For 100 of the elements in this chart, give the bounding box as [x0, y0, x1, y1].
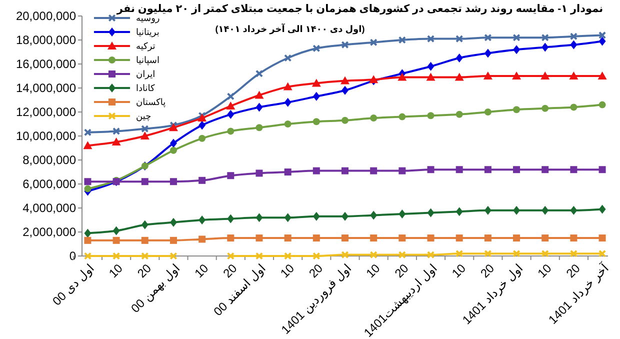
- point: [456, 234, 463, 242]
- point: [198, 216, 206, 224]
- point: [598, 250, 606, 258]
- point: [513, 106, 520, 114]
- y-tick-label: 4,000,000: [22, 201, 76, 216]
- point: [284, 252, 292, 260]
- point: [284, 234, 292, 242]
- point: [398, 234, 406, 242]
- point: [342, 212, 348, 221]
- y-tick-label: 0: [69, 249, 76, 264]
- x-tick-label: 20: [478, 260, 498, 281]
- x-tick-label: 10: [106, 260, 126, 281]
- point: [84, 185, 92, 192]
- point: [598, 32, 606, 39]
- point: [484, 234, 492, 242]
- x-tick-label: 20: [306, 260, 326, 281]
- point: [542, 104, 549, 112]
- point: [512, 72, 522, 80]
- point: [84, 178, 92, 186]
- point: [484, 206, 492, 215]
- point: [256, 102, 263, 112]
- point: [256, 234, 263, 242]
- point: [84, 128, 92, 136]
- legend-label: کانادا: [136, 83, 156, 94]
- legend-label: چین: [136, 111, 152, 122]
- point: [226, 102, 236, 110]
- point: [140, 132, 150, 140]
- x-tick-label: 10: [534, 260, 554, 281]
- point: [484, 48, 492, 58]
- point: [112, 252, 120, 260]
- point: [542, 166, 549, 174]
- point: [513, 234, 520, 242]
- y-tick-label: 6,000,000: [22, 177, 76, 192]
- point: [168, 123, 178, 132]
- point: [227, 92, 234, 100]
- point: [198, 134, 206, 142]
- point: [141, 252, 148, 260]
- point: [426, 72, 436, 81]
- point: [512, 34, 520, 42]
- y-tick-label: 16,000,000: [16, 57, 76, 72]
- point: [227, 234, 234, 242]
- point: [540, 72, 550, 80]
- point: [342, 234, 348, 242]
- point: [256, 252, 263, 260]
- point: [598, 166, 606, 174]
- point: [227, 252, 234, 260]
- point: [484, 250, 492, 258]
- x-tick-label: 10: [449, 260, 469, 281]
- point: [283, 82, 292, 90]
- point: [398, 72, 407, 81]
- point: [456, 54, 463, 62]
- point: [112, 128, 120, 135]
- point: [456, 110, 463, 118]
- chart-title: نمودار ۱- مقایسه روند رشد تجمعی در کشورهای همزمان با جمعیت مبتلای کمتر از ۲۰ میلیون نفر: [116, 3, 604, 15]
- point: [569, 72, 578, 80]
- point: [598, 204, 606, 214]
- point: [84, 228, 92, 238]
- x-tick-label: 20: [134, 260, 154, 281]
- point: [170, 236, 177, 244]
- point: [256, 170, 263, 177]
- point: [342, 86, 348, 95]
- point: [598, 72, 607, 80]
- point: [84, 252, 92, 260]
- y-tick-label: 12,000,000: [16, 105, 76, 120]
- point: [141, 220, 148, 230]
- point: [513, 45, 520, 54]
- point: [198, 176, 206, 184]
- point: [141, 125, 148, 132]
- point: [112, 138, 121, 146]
- point: [427, 112, 434, 120]
- point: [570, 40, 578, 50]
- point: [542, 34, 549, 42]
- point: [456, 166, 463, 174]
- point: [398, 36, 406, 44]
- point: [398, 210, 406, 218]
- point: [312, 44, 320, 52]
- point: [141, 236, 148, 244]
- point: [284, 54, 292, 62]
- point: [542, 206, 549, 215]
- point: [370, 114, 378, 122]
- point: [312, 167, 320, 174]
- y-tick-label: 2,000,000: [22, 225, 76, 240]
- point: [598, 234, 606, 242]
- x-tick-label: 20: [220, 260, 240, 281]
- legend-label: اسپانیا: [136, 55, 160, 66]
- point: [227, 110, 234, 119]
- point: [284, 98, 292, 107]
- y-tick-label: 14,000,000: [16, 81, 76, 96]
- point: [370, 210, 378, 220]
- x-tick-label: 10: [192, 260, 212, 281]
- point: [284, 168, 292, 176]
- point: [427, 208, 434, 218]
- point: [170, 252, 178, 260]
- point: [256, 213, 263, 222]
- point: [370, 38, 378, 46]
- point: [456, 35, 463, 42]
- x-tick-label: 10: [278, 260, 298, 281]
- point: [340, 76, 350, 84]
- point: [570, 206, 578, 215]
- point: [513, 166, 520, 174]
